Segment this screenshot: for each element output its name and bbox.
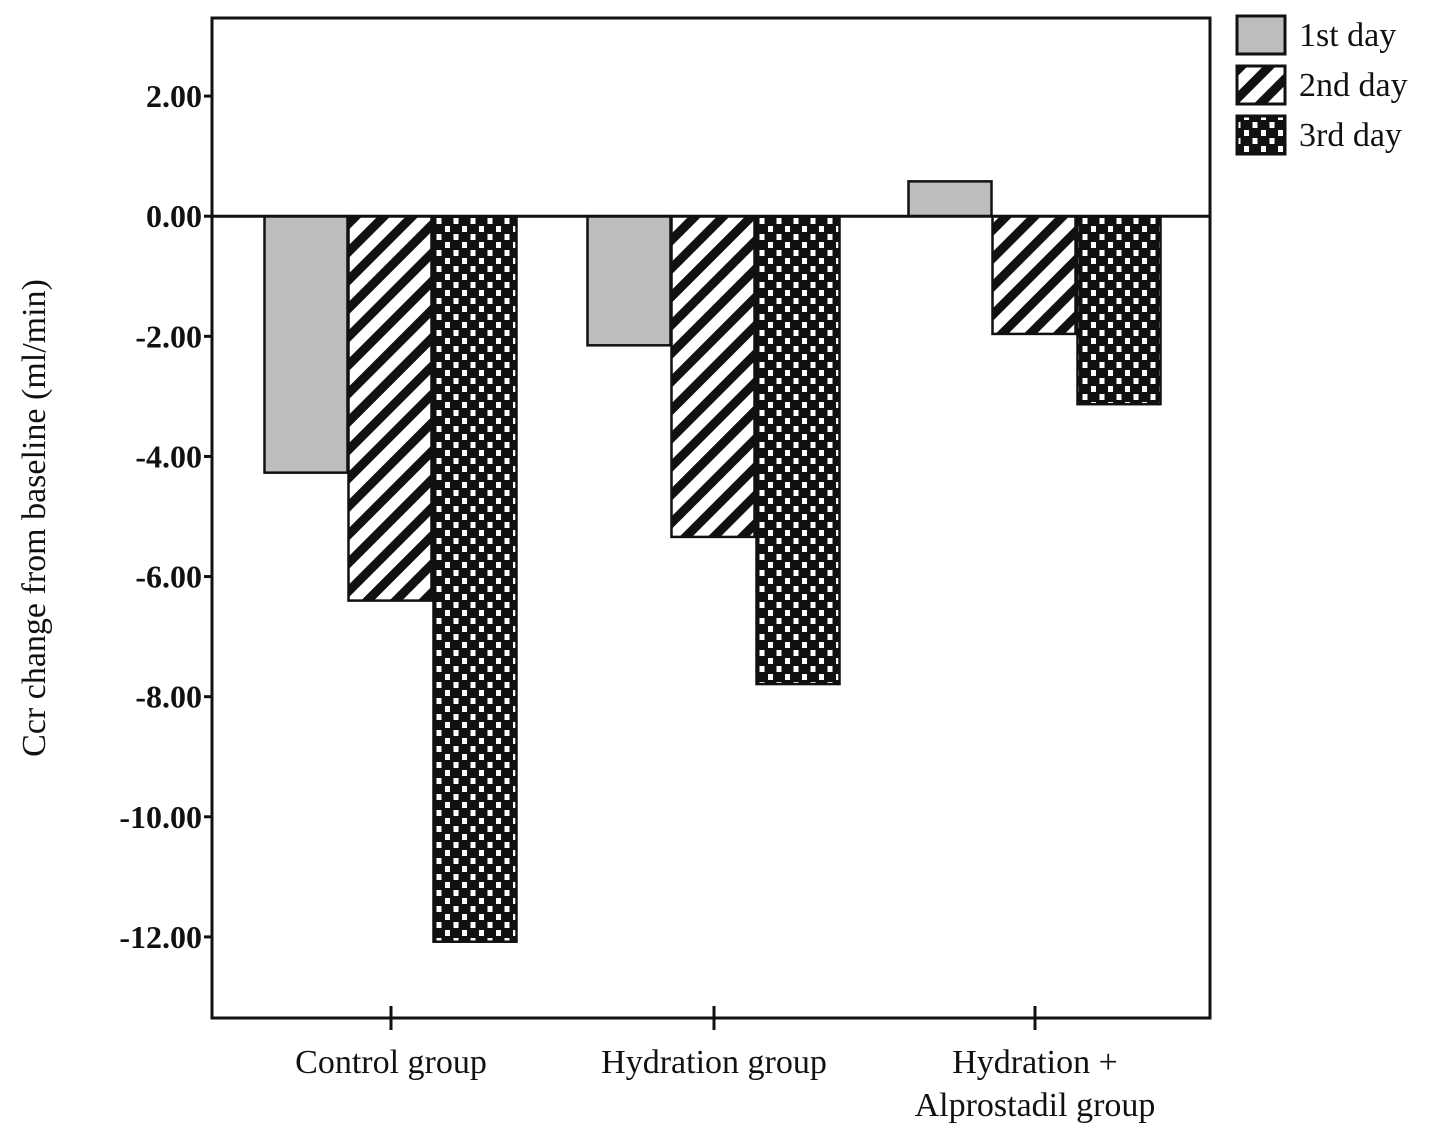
bar	[670, 214, 756, 539]
x-tick-label: Control group	[295, 1044, 487, 1081]
y-tick-label: -8.00	[135, 679, 202, 715]
y-tick-label: -4.00	[135, 438, 202, 474]
bar	[1076, 214, 1162, 406]
legend-swatch	[1235, 14, 1287, 56]
x-tick-label: Hydration group	[601, 1044, 827, 1081]
plot-frame	[210, 16, 1212, 1020]
legend-swatch	[1235, 114, 1287, 156]
y-tick-label: 0.00	[146, 198, 202, 234]
x-tick-label: Alprostadil group	[915, 1087, 1156, 1124]
bar	[991, 214, 1077, 336]
y-tick-label: -6.00	[135, 559, 202, 595]
y-tick-label: -10.00	[119, 799, 202, 835]
legend-swatch	[1235, 64, 1287, 106]
bar	[263, 214, 349, 474]
bar	[347, 214, 433, 602]
y-axis-label: Ccr change from baseline (ml/min)	[16, 279, 53, 757]
bar	[907, 180, 993, 218]
y-tick-label: -2.00	[135, 318, 202, 354]
plot-area: 2.00 0.00 -2.00 -4.00 -6.00 -8.00 -10.00 -12.00…	[119, 16, 1212, 1124]
y-tick-label: 2.00	[146, 78, 202, 114]
x-tick-label: Hydration +	[952, 1044, 1118, 1081]
legend-label: 2nd day	[1299, 67, 1408, 104]
legend: 1st day 2nd day 3rd day	[1235, 14, 1408, 156]
bar	[586, 214, 672, 347]
legend-label: 1st day	[1299, 17, 1396, 54]
y-tick-label: -12.00	[119, 919, 202, 955]
bar	[432, 214, 518, 943]
bar	[755, 214, 841, 686]
legend-label: 3rd day	[1299, 117, 1402, 154]
